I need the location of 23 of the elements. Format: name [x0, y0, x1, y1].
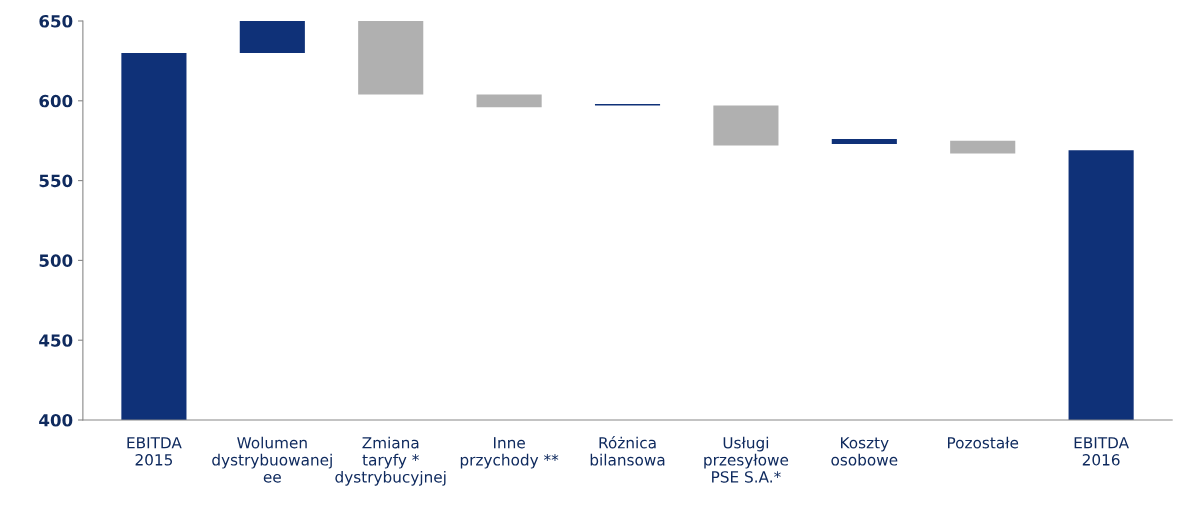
y-tick-label: 650 [39, 14, 73, 28]
x-tick-label: Usługi przesyłowe PSE S.A.* [704, 436, 789, 483]
x-tick-label: EBITDA 2015 [127, 437, 182, 466]
x-tick-label: Inne przychody ** [460, 437, 559, 469]
y-tick-label: 600 [39, 94, 73, 108]
bar [121, 52, 187, 420]
bar [1068, 150, 1134, 420]
bar [713, 105, 779, 146]
bar [476, 94, 542, 108]
y-tick-label: 550 [39, 174, 73, 188]
y-tick-label: 450 [39, 334, 73, 347]
y-tick-label: 400 [39, 413, 73, 427]
bar [950, 140, 1016, 154]
x-tick-label: Zmiana taryfy * dystrybucyjnej [335, 436, 446, 486]
x-tick-label: Różnica bilansowa [590, 436, 665, 466]
bar [831, 139, 897, 144]
x-tick-label: Wolumen dystrybuowanej ee [212, 436, 332, 483]
bar [358, 21, 424, 95]
x-tick-label: Koszty osobowe [831, 437, 898, 466]
bar [239, 21, 305, 53]
x-tick-label: EBITDA 2016 [1074, 437, 1129, 466]
x-tick-label: Pozostałe [948, 436, 1019, 449]
y-tick-label: 500 [39, 254, 73, 267]
